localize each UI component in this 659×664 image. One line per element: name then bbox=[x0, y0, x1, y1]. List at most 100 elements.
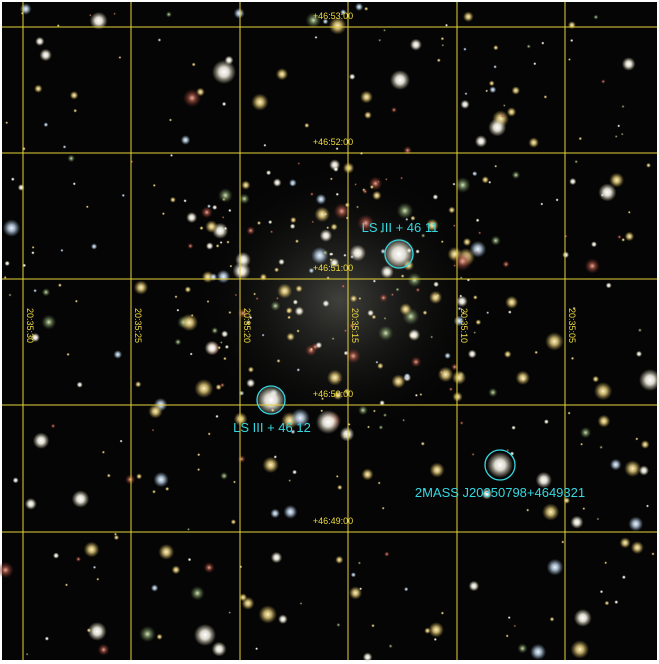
star bbox=[299, 602, 303, 605]
star bbox=[43, 122, 49, 128]
star bbox=[367, 425, 370, 429]
star bbox=[534, 350, 538, 355]
star bbox=[290, 429, 296, 435]
declination-label: +46:52:00 bbox=[313, 137, 353, 147]
star bbox=[609, 172, 625, 188]
star bbox=[617, 234, 622, 240]
star bbox=[277, 283, 293, 299]
star bbox=[388, 644, 393, 649]
star bbox=[415, 249, 420, 254]
star bbox=[367, 309, 374, 317]
star bbox=[125, 474, 136, 485]
star bbox=[186, 527, 191, 531]
star bbox=[651, 552, 655, 556]
star bbox=[182, 88, 202, 108]
star bbox=[474, 135, 488, 148]
star bbox=[321, 397, 324, 401]
star bbox=[12, 477, 19, 484]
star bbox=[503, 350, 512, 359]
bright-star bbox=[194, 624, 216, 646]
star bbox=[153, 472, 169, 488]
star bbox=[121, 193, 126, 198]
star bbox=[278, 614, 288, 624]
star bbox=[183, 199, 187, 203]
bright-star bbox=[316, 410, 340, 434]
star bbox=[343, 329, 348, 333]
star bbox=[75, 556, 82, 562]
star bbox=[364, 111, 372, 119]
star bbox=[206, 300, 210, 303]
star bbox=[372, 279, 376, 283]
star bbox=[245, 319, 251, 326]
star bbox=[118, 56, 122, 59]
star bbox=[423, 487, 427, 491]
star bbox=[619, 537, 631, 549]
star bbox=[219, 341, 223, 344]
sources: LS III + 46 11 LS III + 46 12 2MASS J20350… bbox=[233, 220, 585, 500]
star bbox=[420, 233, 426, 238]
star bbox=[396, 202, 414, 220]
star bbox=[594, 382, 613, 401]
star bbox=[85, 205, 89, 209]
star bbox=[255, 296, 259, 301]
star bbox=[410, 215, 416, 221]
star bbox=[10, 177, 15, 182]
star bbox=[419, 393, 423, 396]
star bbox=[570, 515, 584, 529]
star bbox=[296, 368, 301, 372]
star bbox=[335, 555, 344, 564]
star bbox=[379, 230, 384, 234]
star bbox=[337, 484, 343, 491]
declination-label: +46:50:00 bbox=[313, 389, 353, 399]
star bbox=[646, 504, 649, 508]
star bbox=[161, 212, 165, 216]
star bbox=[274, 267, 280, 273]
star bbox=[592, 375, 600, 383]
star bbox=[481, 176, 489, 184]
star bbox=[219, 241, 223, 244]
star bbox=[481, 488, 493, 500]
star bbox=[448, 206, 456, 214]
star bbox=[41, 314, 57, 330]
star bbox=[471, 452, 475, 457]
star bbox=[246, 378, 256, 388]
star bbox=[234, 293, 238, 297]
star bbox=[152, 183, 156, 187]
star bbox=[530, 643, 547, 660]
star bbox=[0, 561, 14, 579]
star bbox=[599, 590, 604, 594]
star bbox=[598, 183, 617, 202]
star bbox=[400, 274, 405, 278]
bright-star bbox=[639, 369, 659, 391]
star bbox=[319, 229, 333, 242]
star bbox=[211, 641, 227, 657]
star bbox=[263, 143, 267, 147]
star bbox=[377, 325, 394, 341]
star bbox=[501, 113, 506, 118]
star bbox=[218, 188, 233, 203]
star bbox=[464, 92, 468, 96]
star bbox=[72, 182, 76, 186]
star bbox=[379, 400, 385, 406]
star bbox=[646, 162, 651, 168]
star bbox=[383, 28, 386, 32]
star bbox=[620, 132, 624, 136]
star bbox=[621, 575, 626, 580]
star bbox=[528, 137, 539, 148]
star bbox=[378, 38, 382, 42]
star bbox=[205, 242, 214, 250]
star bbox=[391, 106, 397, 113]
star bbox=[593, 14, 599, 20]
star bbox=[357, 561, 362, 565]
source-marker bbox=[484, 449, 516, 481]
star bbox=[66, 352, 70, 357]
star bbox=[433, 281, 439, 288]
star bbox=[191, 62, 196, 67]
star bbox=[358, 297, 362, 300]
star bbox=[517, 643, 528, 654]
star bbox=[171, 565, 181, 575]
star bbox=[488, 80, 495, 87]
star bbox=[489, 86, 497, 94]
star bbox=[410, 356, 422, 368]
star bbox=[614, 134, 618, 139]
